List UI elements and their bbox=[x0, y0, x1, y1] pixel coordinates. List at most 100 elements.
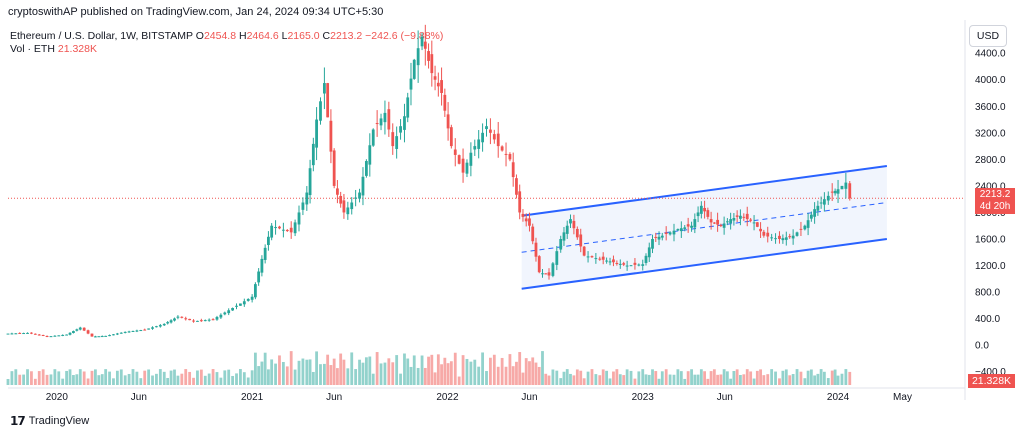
volume-bar bbox=[180, 373, 184, 385]
candle-body bbox=[192, 320, 195, 322]
volume-bar bbox=[826, 378, 830, 385]
candle-body bbox=[641, 264, 645, 266]
volume-bar bbox=[391, 362, 395, 385]
volume-bar bbox=[496, 366, 500, 385]
candle-body bbox=[242, 301, 246, 305]
volume-bar bbox=[219, 377, 223, 385]
volume-bar bbox=[278, 355, 281, 385]
candle-body bbox=[762, 231, 766, 236]
volume-bar bbox=[184, 369, 188, 385]
volume-bar bbox=[647, 374, 651, 385]
candle-body bbox=[457, 155, 461, 164]
volume-bar bbox=[72, 375, 75, 385]
candle-body bbox=[569, 219, 572, 224]
candle-body bbox=[826, 195, 830, 201]
volume-bar bbox=[115, 370, 119, 385]
candle-body bbox=[770, 237, 774, 239]
price-change: −242.6 (−9.88%) bbox=[365, 30, 444, 42]
candle-body bbox=[49, 336, 53, 338]
volume-bar bbox=[803, 378, 807, 385]
volume-bar bbox=[752, 378, 756, 385]
ohlc-close-label: C bbox=[322, 30, 331, 42]
ohlc-close: 2213.2 bbox=[330, 30, 363, 42]
candle-body bbox=[342, 200, 346, 213]
volume-bar bbox=[263, 352, 267, 385]
candle-body bbox=[403, 116, 406, 130]
volume-bar bbox=[788, 375, 792, 385]
volume-bar bbox=[679, 371, 683, 385]
candle-body bbox=[778, 235, 781, 239]
volume-bar bbox=[371, 373, 375, 385]
volume-bar bbox=[104, 369, 108, 385]
symbol-name[interactable]: Ethereum / U.S. Dollar, 1W, BITSTAMP bbox=[10, 30, 193, 42]
volume-bar bbox=[541, 351, 544, 385]
volume-bar bbox=[215, 372, 219, 385]
candle-body bbox=[427, 51, 430, 61]
candle-body bbox=[755, 222, 759, 227]
volume-bar bbox=[657, 378, 661, 385]
volume-label[interactable]: Vol · ETH bbox=[10, 43, 55, 55]
candle-body bbox=[637, 264, 641, 266]
volume-bar bbox=[590, 369, 594, 385]
volume-bar bbox=[575, 369, 579, 385]
ohlc-high-label: H bbox=[238, 30, 247, 42]
volume-bar bbox=[524, 358, 528, 385]
volume-bar bbox=[446, 363, 450, 385]
candle-body bbox=[657, 236, 661, 240]
candle-body bbox=[188, 318, 192, 321]
currency-button[interactable]: USD bbox=[969, 25, 1007, 47]
volume-bar bbox=[399, 373, 402, 385]
volume-bar bbox=[131, 369, 135, 385]
candle-body bbox=[387, 109, 391, 130]
x-tick-label: 2023 bbox=[632, 392, 655, 403]
volume-bar bbox=[644, 374, 648, 385]
x-tick-label: 2022 bbox=[436, 392, 459, 403]
candle-body bbox=[211, 319, 215, 321]
volume-bar bbox=[683, 378, 687, 385]
volume-bar bbox=[192, 377, 195, 385]
candle-body bbox=[336, 188, 339, 195]
candle-body bbox=[207, 319, 211, 321]
candle-body bbox=[615, 262, 619, 264]
x-tick-label: Jun bbox=[717, 392, 733, 403]
candle-body bbox=[575, 228, 579, 238]
candle-body bbox=[579, 234, 583, 247]
candle-body bbox=[184, 318, 188, 320]
volume-bar bbox=[423, 367, 427, 385]
volume-bar bbox=[409, 366, 413, 385]
volume-bar bbox=[135, 371, 139, 385]
candle-body bbox=[257, 271, 261, 283]
candle-body bbox=[162, 323, 166, 326]
volume-bar bbox=[601, 369, 605, 385]
candle-body bbox=[469, 152, 473, 166]
ohlc-low-label: L bbox=[281, 30, 288, 42]
candle-body bbox=[379, 118, 383, 126]
candle-body bbox=[453, 149, 457, 155]
y-tick-label: −400.0 bbox=[975, 367, 1006, 378]
volume-bar bbox=[706, 378, 710, 385]
candle-body bbox=[119, 332, 123, 334]
x-tick-label: Jun bbox=[326, 392, 342, 403]
candle-body bbox=[33, 333, 37, 335]
tradingview-brand[interactable]: 𝟭𝟳 TradingView bbox=[10, 414, 89, 428]
candle-body bbox=[293, 222, 297, 234]
volume-bar bbox=[755, 370, 759, 385]
candle-body bbox=[559, 239, 563, 250]
volume-bar bbox=[816, 373, 820, 385]
chart-legend-volume-row: Vol · ETH 21.328K bbox=[10, 43, 97, 55]
volume-bar bbox=[10, 371, 14, 385]
y-tick-label: 3600.0 bbox=[975, 102, 1006, 113]
volume-bar bbox=[162, 371, 166, 385]
candle-body bbox=[601, 256, 605, 260]
volume-bar bbox=[830, 370, 834, 385]
volume-bar bbox=[485, 371, 488, 385]
volume-bar bbox=[147, 369, 151, 385]
volume-bar bbox=[151, 375, 154, 385]
ohlc-high: 2464.6 bbox=[246, 30, 279, 42]
volume-bar bbox=[188, 371, 192, 385]
candle-body bbox=[180, 316, 184, 318]
volume-bar bbox=[253, 352, 257, 385]
candle-body bbox=[281, 229, 285, 231]
candle-body bbox=[625, 265, 629, 267]
